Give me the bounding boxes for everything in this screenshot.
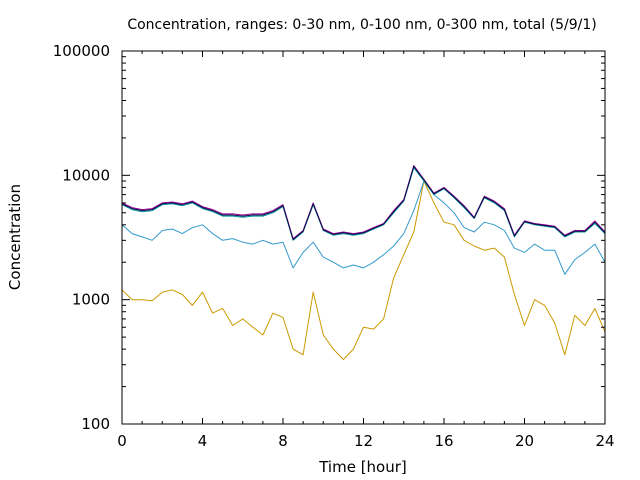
series-line-3 — [121, 167, 606, 241]
series-line-1 — [121, 180, 606, 360]
x-tick-label: 20 — [515, 432, 534, 450]
plot-frame — [121, 50, 606, 425]
chart-title: Concentration, ranges: 0-30 nm, 0-100 nm… — [127, 17, 596, 33]
x-tick-label: 16 — [434, 432, 453, 450]
y-tick-label: 100000 — [53, 42, 110, 60]
series-line-4 — [121, 165, 606, 240]
series-layer — [121, 165, 606, 360]
x-axis-label: Time [hour] — [318, 458, 407, 476]
x-tick-label: 12 — [354, 432, 373, 450]
tick-layer: 0 4 8 12 16 20 24 100 1000 10000 100000 — [53, 42, 615, 450]
y-tick-label: 100 — [81, 415, 110, 433]
series-line-2 — [121, 180, 606, 275]
x-tick-label: 24 — [595, 432, 614, 450]
y-axis-label: Concentration — [6, 184, 24, 290]
y-tick-label: 10000 — [62, 166, 110, 184]
x-tick-label: 8 — [278, 432, 288, 450]
series-line-5 — [121, 165, 606, 240]
x-tick-label: 0 — [117, 432, 127, 450]
y-tick-label: 1000 — [72, 291, 110, 309]
x-tick-label: 4 — [198, 432, 208, 450]
